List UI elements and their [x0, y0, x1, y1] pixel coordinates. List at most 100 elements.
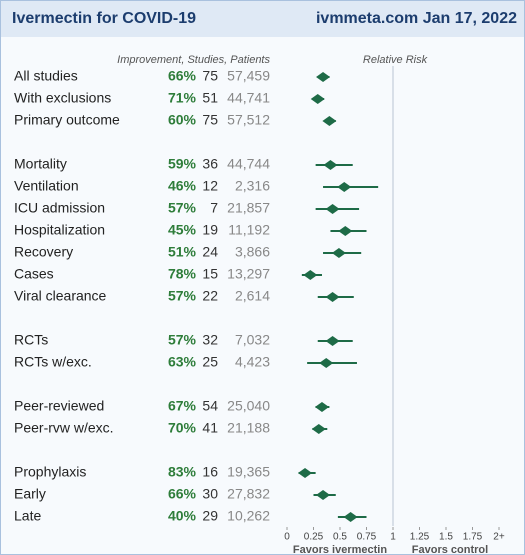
patients: 27,832: [227, 486, 270, 502]
estimate-diamond: [311, 424, 326, 434]
improvement: 46%: [168, 178, 197, 194]
estimate-diamond: [323, 160, 338, 170]
improvement: 40%: [168, 508, 197, 524]
studies: 15: [202, 266, 218, 282]
studies: 24: [202, 244, 218, 260]
estimate-diamond: [337, 182, 352, 192]
x-tick-label: 0.75: [357, 532, 377, 543]
row-label: Peer-rvw w/exc.: [14, 420, 114, 436]
estimate-diamond: [319, 358, 334, 368]
x-tick-label: 1: [390, 532, 396, 543]
row-label: ICU admission: [14, 200, 105, 216]
patients: 4,423: [235, 354, 270, 370]
favors-left: Favors ivermectin: [293, 544, 387, 555]
estimate-diamond: [325, 336, 340, 346]
row-label: Ventilation: [14, 178, 79, 194]
patients: 2,614: [235, 288, 270, 304]
estimate-diamond: [298, 468, 313, 478]
patients: 10,262: [227, 508, 270, 524]
patients: 57,459: [227, 68, 270, 84]
chart-title: Ivermectin for COVID-19: [12, 10, 196, 27]
estimate-diamond: [325, 292, 340, 302]
patients: 3,866: [235, 244, 270, 260]
row-label: Late: [14, 508, 41, 524]
improvement: 63%: [168, 354, 197, 370]
studies: 19: [202, 222, 218, 238]
row-label: Recovery: [14, 244, 73, 260]
row-label: With exclusions: [14, 90, 111, 106]
estimate-diamond: [322, 116, 337, 126]
studies: 29: [202, 508, 218, 524]
estimate-diamond: [325, 204, 340, 214]
improvement: 67%: [168, 398, 197, 414]
improvement: 57%: [168, 332, 197, 348]
studies: 22: [202, 288, 218, 304]
studies: 25: [202, 354, 218, 370]
x-tick-label: 1.5: [439, 532, 453, 543]
improvement: 66%: [168, 486, 197, 502]
x-tick-label: 2+: [493, 532, 505, 543]
estimate-diamond: [310, 94, 325, 104]
studies: 32: [202, 332, 218, 348]
row-label: RCTs w/exc.: [14, 354, 92, 370]
x-tick-label: 1.25: [410, 532, 430, 543]
estimate-diamond: [314, 402, 329, 412]
patients: 2,316: [235, 178, 270, 194]
patients: 21,857: [227, 200, 270, 216]
improvement: 59%: [168, 156, 197, 172]
x-tick-label: 0.5: [333, 532, 347, 543]
x-axis-label: Relative Risk: [363, 54, 428, 66]
source: ivmmeta.com Jan 17, 2022: [316, 10, 517, 27]
improvement: 70%: [168, 420, 197, 436]
row-label: Prophylaxis: [14, 464, 86, 480]
patients: 44,744: [227, 156, 270, 172]
patients: 44,741: [227, 90, 270, 106]
patients: 7,032: [235, 332, 270, 348]
studies: 7: [210, 200, 218, 216]
studies: 30: [202, 486, 218, 502]
improvement: 83%: [168, 464, 197, 480]
studies: 75: [202, 68, 218, 84]
improvement: 71%: [168, 90, 197, 106]
improvement: 60%: [168, 112, 197, 128]
studies: 36: [202, 156, 218, 172]
studies: 75: [202, 112, 218, 128]
patients: 21,188: [227, 420, 270, 436]
estimate-diamond: [343, 512, 358, 522]
estimate-diamond: [316, 490, 331, 500]
estimate-diamond: [338, 226, 353, 236]
row-label: Hospitalization: [14, 222, 105, 238]
improvement: 66%: [168, 68, 197, 84]
studies: 16: [202, 464, 218, 480]
columns-label: Improvement, Studies, Patients: [117, 54, 270, 66]
estimate-diamond: [331, 248, 346, 258]
row-label: Primary outcome: [14, 112, 120, 128]
x-tick-label: 0: [284, 532, 290, 543]
row-label: Early: [14, 486, 46, 502]
improvement: 57%: [168, 200, 197, 216]
improvement: 51%: [168, 244, 197, 260]
improvement: 57%: [168, 288, 197, 304]
row-label: Mortality: [14, 156, 67, 172]
studies: 54: [202, 398, 218, 414]
row-label: RCTs: [14, 332, 48, 348]
header-bar: [1, 1, 524, 37]
favors-right: Favors control: [412, 544, 488, 555]
patients: 13,297: [227, 266, 270, 282]
studies: 51: [202, 90, 218, 106]
row-label: Cases: [14, 266, 54, 282]
improvement: 45%: [168, 222, 197, 238]
row-label: Peer-reviewed: [14, 398, 104, 414]
patients: 19,365: [227, 464, 270, 480]
x-tick-label: 1.75: [463, 532, 483, 543]
patients: 11,192: [228, 222, 270, 238]
studies: 41: [202, 420, 218, 436]
patients: 25,040: [227, 398, 270, 414]
estimate-diamond: [303, 270, 318, 280]
estimate-diamond: [316, 72, 331, 82]
improvement: 78%: [168, 266, 197, 282]
x-tick-label: 0.25: [304, 532, 324, 543]
